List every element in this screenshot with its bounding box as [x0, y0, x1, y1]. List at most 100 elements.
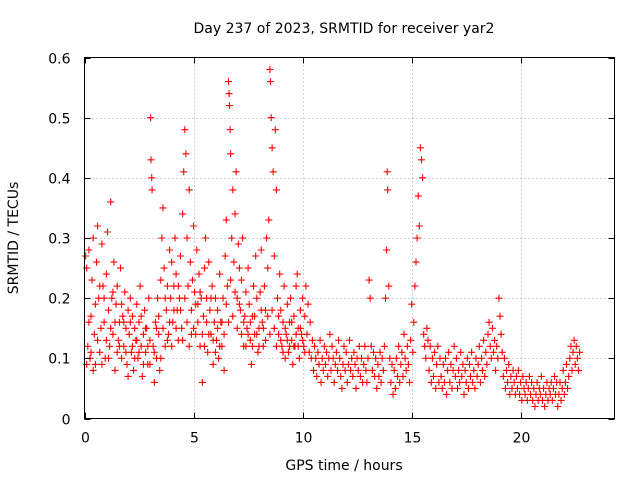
- data-point: [218, 318, 226, 326]
- data-point: [183, 234, 191, 242]
- data-point: [460, 390, 468, 398]
- data-point: [157, 276, 165, 284]
- data-point: [469, 378, 477, 386]
- data-point: [91, 360, 99, 368]
- data-point: [100, 294, 108, 302]
- data-point: [118, 300, 126, 308]
- data-point: [503, 366, 510, 374]
- data-point: [295, 354, 303, 362]
- data-point: [88, 276, 96, 284]
- data-point: [372, 354, 380, 362]
- data-point: [190, 222, 198, 230]
- data-point: [424, 336, 432, 344]
- data-point: [131, 324, 139, 332]
- data-point: [439, 360, 447, 368]
- data-point: [320, 342, 328, 350]
- data-point: [367, 342, 375, 350]
- data-point: [316, 336, 324, 344]
- data-point: [119, 312, 127, 320]
- data-point: [276, 270, 284, 278]
- data-point: [115, 342, 123, 350]
- data-point: [434, 342, 442, 350]
- data-point: [554, 403, 562, 410]
- data-point: [463, 354, 471, 362]
- data-point: [401, 354, 409, 362]
- data-point: [279, 348, 287, 356]
- data-point: [242, 342, 250, 350]
- data-point: [551, 372, 558, 380]
- y-tick-label: 0.3: [48, 232, 70, 248]
- data-point: [414, 192, 422, 200]
- data-point: [275, 312, 283, 320]
- data-point: [462, 378, 470, 386]
- data-point: [243, 324, 251, 332]
- data-point: [156, 366, 164, 374]
- data-point: [548, 396, 556, 404]
- data-point: [165, 330, 172, 338]
- data-point: [510, 378, 518, 386]
- data-point: [337, 372, 345, 380]
- data-point: [113, 348, 121, 356]
- data-point: [541, 403, 549, 410]
- data-point: [329, 354, 337, 362]
- data-point: [327, 366, 335, 374]
- data-point: [319, 366, 327, 374]
- data-point: [171, 234, 179, 242]
- data-point: [387, 378, 395, 386]
- data-point: [163, 282, 171, 290]
- data-point: [220, 330, 228, 338]
- data-point: [201, 342, 208, 350]
- data-point: [87, 348, 95, 356]
- data-point: [471, 384, 479, 392]
- data-point: [206, 306, 214, 314]
- data-point: [201, 264, 208, 272]
- y-tick-label: 0.4: [48, 172, 70, 188]
- x-tick-label: 15: [404, 431, 422, 447]
- data-point: [186, 258, 194, 266]
- axis-ticks: 0 0.1 0.2 0.3 0.4 0.5 0.6 0 5 10 15 20: [48, 52, 615, 447]
- data-point: [308, 336, 316, 344]
- data-point: [250, 282, 257, 290]
- data-point: [228, 234, 236, 242]
- data-point: [233, 324, 241, 332]
- data-point: [107, 324, 115, 332]
- data-point: [214, 324, 221, 332]
- data-point: [225, 318, 232, 326]
- data-point: [107, 198, 115, 206]
- data-point: [248, 342, 256, 350]
- data-point: [142, 324, 150, 332]
- data-point: [110, 258, 118, 266]
- data-point: [513, 384, 521, 392]
- data-point: [566, 354, 574, 362]
- data-point: [571, 360, 579, 368]
- data-point: [118, 354, 126, 362]
- data-point: [533, 378, 541, 386]
- data-point: [270, 324, 278, 332]
- data-point: [306, 318, 314, 326]
- data-point: [289, 360, 297, 368]
- data-point: [464, 384, 472, 392]
- data-point: [379, 366, 387, 374]
- data-point: [179, 210, 187, 218]
- data-point: [126, 294, 134, 302]
- data-point: [136, 282, 144, 290]
- data-point: [256, 288, 264, 296]
- data-point: [264, 312, 272, 320]
- data-point: [216, 270, 224, 278]
- data-point: [242, 288, 250, 296]
- data-point: [94, 222, 102, 230]
- x-tick-label: 0: [81, 431, 90, 447]
- data-point: [268, 144, 276, 152]
- data-point: [266, 330, 274, 338]
- data-point: [314, 348, 322, 356]
- data-point: [340, 342, 348, 350]
- x-tick-label: 5: [190, 431, 199, 447]
- data-point: [82, 252, 90, 260]
- data-point: [490, 348, 497, 356]
- data-point: [267, 78, 274, 86]
- data-point: [113, 282, 121, 290]
- data-point: [303, 330, 311, 338]
- data-point: [561, 378, 569, 386]
- data-point: [474, 360, 482, 368]
- data-point: [272, 342, 280, 350]
